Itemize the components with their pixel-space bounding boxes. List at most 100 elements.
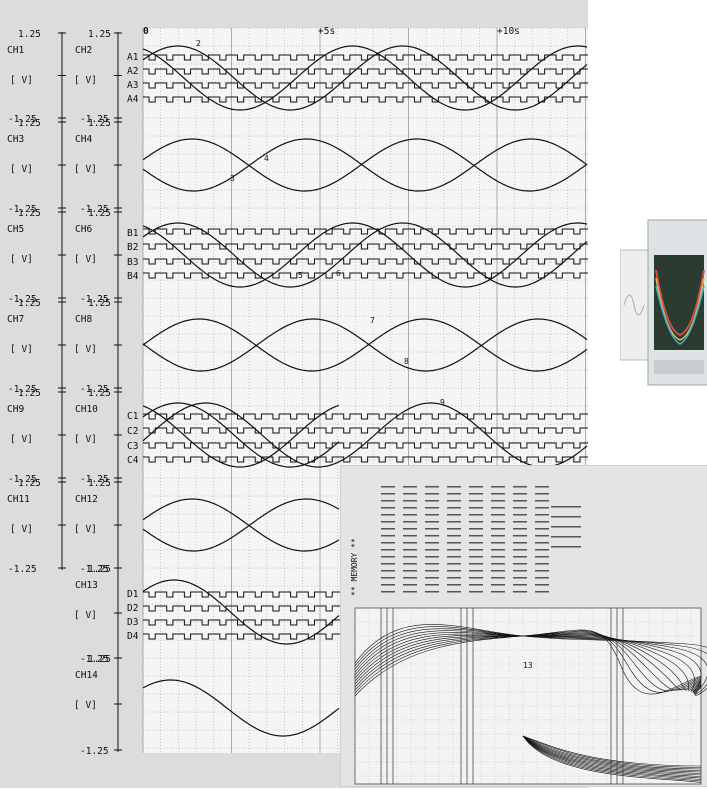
analog-trace <box>142 402 340 468</box>
left-scale-bottom: -1.25 <box>8 564 37 575</box>
waveform-traces <box>142 45 588 737</box>
logic-trace <box>143 413 588 420</box>
analog-trace <box>142 498 340 552</box>
left-channel-name: CH3 <box>7 134 24 145</box>
right-channel-name: CH10 <box>75 404 98 415</box>
right-scale-top: 1.25 <box>88 118 111 129</box>
inset-curve <box>354 632 702 691</box>
inset-text-line <box>535 486 549 488</box>
inset-text-line <box>381 493 395 495</box>
right-channel-unit: [ V] <box>74 254 97 265</box>
inset-text-line <box>469 591 483 593</box>
inset-text-line <box>513 542 527 544</box>
inset-text-line <box>513 507 527 509</box>
inset-curve <box>522 735 702 768</box>
inset-text-line <box>513 493 527 495</box>
logic-trace <box>143 272 588 279</box>
logic-trace <box>143 605 340 612</box>
inset-text-line <box>491 591 505 593</box>
logic-trace <box>143 68 588 75</box>
inset-text-line <box>381 556 395 558</box>
inset-text-line <box>469 528 483 530</box>
left-channel-name: CH1 <box>7 45 24 56</box>
left-channel-name: CH11 <box>7 494 30 505</box>
analog-trace <box>142 45 588 111</box>
inset-text-line <box>535 521 549 523</box>
time-label-end: +10s <box>497 26 520 37</box>
inset-text-line <box>447 577 461 579</box>
inset-text-line <box>425 549 439 551</box>
inset-curve <box>522 735 702 777</box>
inset-text-line <box>491 584 505 586</box>
inset-text-line <box>469 500 483 502</box>
left-channel-unit: [ V] <box>10 75 33 86</box>
logic-channel-label: B1 <box>127 228 139 239</box>
right-channel-unit: [ V] <box>74 164 97 175</box>
inset-text-line <box>551 516 581 518</box>
inset-text-line <box>447 486 461 488</box>
inset-text-line <box>513 563 527 565</box>
logic-trace <box>143 442 588 449</box>
inset-text-line <box>403 549 417 551</box>
inset-text-line <box>513 549 527 551</box>
inset-text-line <box>535 563 549 565</box>
inset-text-line <box>491 563 505 565</box>
inset-curve <box>354 632 702 692</box>
inset-text-line <box>491 514 505 516</box>
logic-channel-label: B3 <box>127 257 138 268</box>
inset-text-line <box>535 542 549 544</box>
time-label-mid: +5s <box>318 26 335 37</box>
inset-text-line <box>447 521 461 523</box>
inset-curve <box>522 735 702 770</box>
inset-setting-text <box>381 486 581 593</box>
right-scale-top: 1.25 <box>88 29 111 40</box>
inset-text-line <box>381 549 395 551</box>
logic-channel-label: D4 <box>127 631 139 642</box>
inset-text-line <box>403 584 417 586</box>
logic-channel-label: C1 <box>127 411 139 422</box>
left-scale-bottom: -1.25 <box>8 114 37 125</box>
right-channel-name: CH14 <box>75 670 98 681</box>
inset-text-line <box>551 536 581 538</box>
inset-text-line <box>491 549 505 551</box>
inset-text-line <box>381 514 395 516</box>
logic-trace <box>143 633 340 640</box>
right-channel-unit: [ V] <box>74 700 97 711</box>
inset-text-line <box>551 526 581 528</box>
right-channel-unit: [ V] <box>74 434 97 445</box>
right-channel-name: CH13 <box>75 580 98 591</box>
inset-text-line <box>491 507 505 509</box>
inset-text-line <box>403 500 417 502</box>
logic-trace <box>143 82 588 89</box>
inset-text-line <box>491 570 505 572</box>
analog-trace <box>142 138 588 192</box>
inset-text-line <box>469 535 483 537</box>
inset-text-line <box>403 591 417 593</box>
left-channel-name: CH9 <box>7 404 24 415</box>
inset-text-line <box>447 556 461 558</box>
inset-text-line <box>491 556 505 558</box>
left-scale-bottom: -1.25 <box>8 204 37 215</box>
logic-trace <box>143 619 340 626</box>
memory-printout-inset: ** MEMORY ** 13 <box>340 465 707 787</box>
inset-text-line <box>425 556 439 558</box>
inset-text-line <box>425 514 439 516</box>
left-scale-bottom: -1.25 <box>8 384 37 395</box>
inset-text-line <box>513 486 527 488</box>
logic-channel-label: B2 <box>127 242 138 253</box>
time-label-start: 0 <box>143 26 149 37</box>
inset-curve <box>522 735 702 782</box>
inset-text-line <box>513 577 527 579</box>
right-scale-top: 1.25 <box>88 298 111 309</box>
inset-text-line <box>447 570 461 572</box>
inset-text-line <box>381 577 395 579</box>
left-channel-name: CH5 <box>7 224 24 235</box>
device-button-panel <box>654 360 704 374</box>
inset-text-line <box>425 570 439 572</box>
inset-text-line <box>513 500 527 502</box>
inset-text-line <box>551 546 581 548</box>
left-channel-name: CH7 <box>7 314 24 325</box>
inset-text-line <box>513 584 527 586</box>
inset-text-line <box>535 493 549 495</box>
